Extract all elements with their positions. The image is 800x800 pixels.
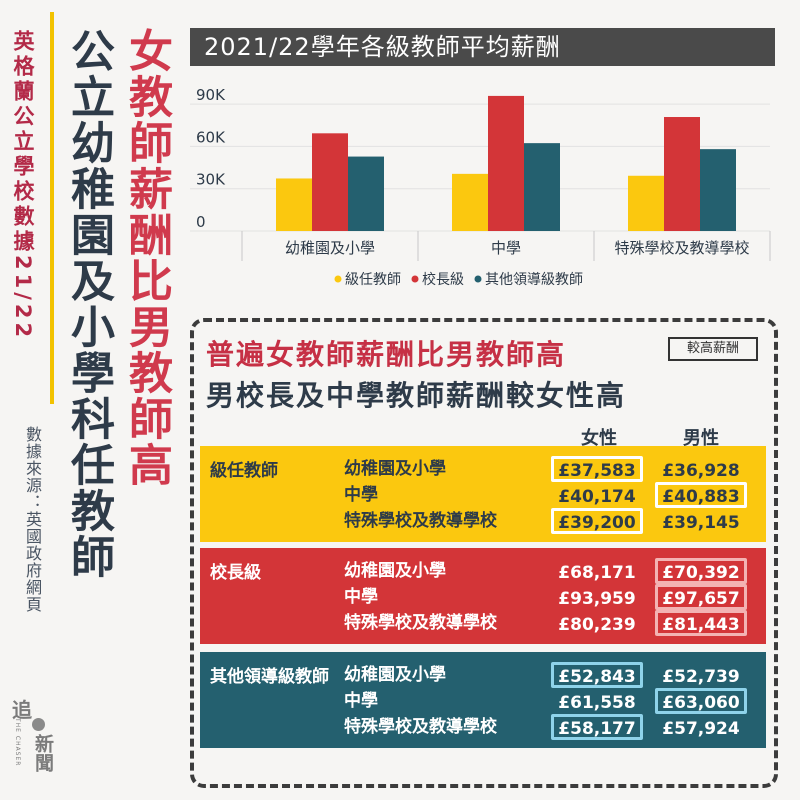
male-salary: £36,928 (662, 461, 740, 481)
table-row: 特殊學校及教導學校 £39,200 £39,145 (200, 508, 766, 534)
brand-logo: 追 THE CHASER 新聞 (12, 694, 56, 790)
school-type-label: 特殊學校及教導學校 (344, 613, 497, 633)
school-type-label: 中學 (344, 485, 378, 505)
school-type-label: 中學 (344, 691, 378, 711)
chart-title: 2021/22學年各級教師平均薪酬 (190, 28, 775, 66)
female-salary: £58,177 (551, 714, 643, 740)
table-row: 中學 £93,959 £97,657 (200, 584, 766, 610)
female-salary: £80,239 (558, 615, 636, 635)
legend-label: 校長級 (422, 271, 464, 288)
summary-headline-1: 普遍女教師薪酬比男教師高 (206, 338, 567, 371)
bar (664, 117, 700, 231)
female-salary: £39,200 (551, 508, 643, 534)
group-band-headteacher: 校長級 幼稚園及小學 £68,171 £70,392 中學 £93,959 £9… (200, 548, 766, 644)
summary-headline-2: 男校長及中學教師薪酬較女性高 (206, 379, 627, 412)
table-row: 幼稚園及小學 £52,843 £52,739 (200, 662, 766, 688)
side-caption: 英格蘭公立學校數據21/22 (11, 30, 35, 342)
logo-dot-icon (32, 718, 45, 731)
y-tick-label: 90K (196, 86, 226, 104)
school-type-label: 特殊學校及教導學校 (344, 717, 497, 737)
school-type-label: 特殊學校及教導學校 (344, 511, 497, 531)
school-type-label: 幼稚園及小學 (344, 665, 446, 685)
bar (452, 173, 488, 231)
y-tick-label: 30K (196, 171, 226, 189)
male-salary: £40,883 (655, 482, 747, 508)
column-header-male: 男性 (683, 428, 719, 449)
logo-name: 新聞 (32, 734, 54, 772)
male-salary: £70,392 (655, 558, 747, 584)
legend-label: 其他領導級教師 (485, 271, 583, 288)
bar (312, 133, 348, 231)
school-type-label: 幼稚園及小學 (344, 561, 446, 581)
logo-mark: 追 (12, 698, 32, 722)
title-divider (50, 12, 54, 404)
legend-marker (474, 275, 482, 283)
group-band-other-leadership: 其他領導級教師 幼稚園及小學 £52,843 £52,739 中學 £61,55… (200, 652, 766, 748)
male-salary: £39,145 (662, 513, 740, 533)
female-salary: £52,843 (551, 662, 643, 688)
column-header-female: 女性 (581, 428, 617, 449)
bar (700, 149, 736, 231)
source-note: 數據來源：英國政府網頁 (23, 426, 42, 613)
x-tick-label: 特殊學校及教導學校 (614, 239, 749, 257)
female-salary: £37,583 (551, 456, 643, 482)
bar (348, 156, 384, 231)
female-salary: £93,959 (558, 589, 636, 609)
male-salary: £81,443 (655, 610, 747, 636)
table-row: 幼稚園及小學 £37,583 £36,928 (200, 456, 766, 482)
y-tick-label: 60K (196, 128, 226, 146)
table-row: 特殊學校及教導學校 £58,177 £57,924 (200, 714, 766, 740)
group-title: 級任教師 (210, 461, 278, 481)
legend-marker (334, 275, 342, 283)
female-salary: £61,558 (558, 693, 636, 713)
group-title: 其他領導級教師 (210, 667, 329, 687)
group-title: 校長級 (210, 563, 261, 583)
page-title: 女教師薪酬比男教師高 (121, 28, 172, 488)
page-subtitle: 公立幼稚園及小學科任教師 (63, 28, 114, 580)
male-salary: £52,739 (662, 667, 740, 687)
male-salary: £97,657 (655, 584, 747, 610)
bar (524, 143, 560, 231)
table-row: 特殊學校及教導學校 £80,239 £81,443 (200, 610, 766, 636)
bar (276, 178, 312, 231)
summary-panel (190, 318, 778, 788)
table-row: 中學 £40,174 £40,883 (200, 482, 766, 508)
group-band-class-teacher: 級任教師 幼稚園及小學 £37,583 £36,928 中學 £40,174 £… (200, 446, 766, 542)
female-salary: £40,174 (558, 487, 636, 507)
school-type-label: 幼稚園及小學 (344, 459, 446, 479)
male-salary: £57,924 (662, 719, 740, 739)
male-salary: £63,060 (655, 688, 747, 714)
highlight-legend-tag: 較高薪酬 (668, 337, 758, 361)
school-type-label: 中學 (344, 587, 378, 607)
x-tick-label: 中學 (491, 239, 521, 257)
legend-marker (411, 275, 419, 283)
table-row: 幼稚園及小學 £68,171 £70,392 (200, 558, 766, 584)
logo-subtext: THE CHASER (14, 718, 21, 767)
x-tick-label: 幼稚園及小學 (285, 239, 375, 257)
bar (628, 175, 664, 231)
female-salary: £68,171 (558, 563, 636, 583)
bar (488, 95, 524, 231)
table-row: 中學 £61,558 £63,060 (200, 688, 766, 714)
legend-label: 級任教師 (345, 272, 401, 288)
y-tick-label: 0 (196, 213, 206, 231)
